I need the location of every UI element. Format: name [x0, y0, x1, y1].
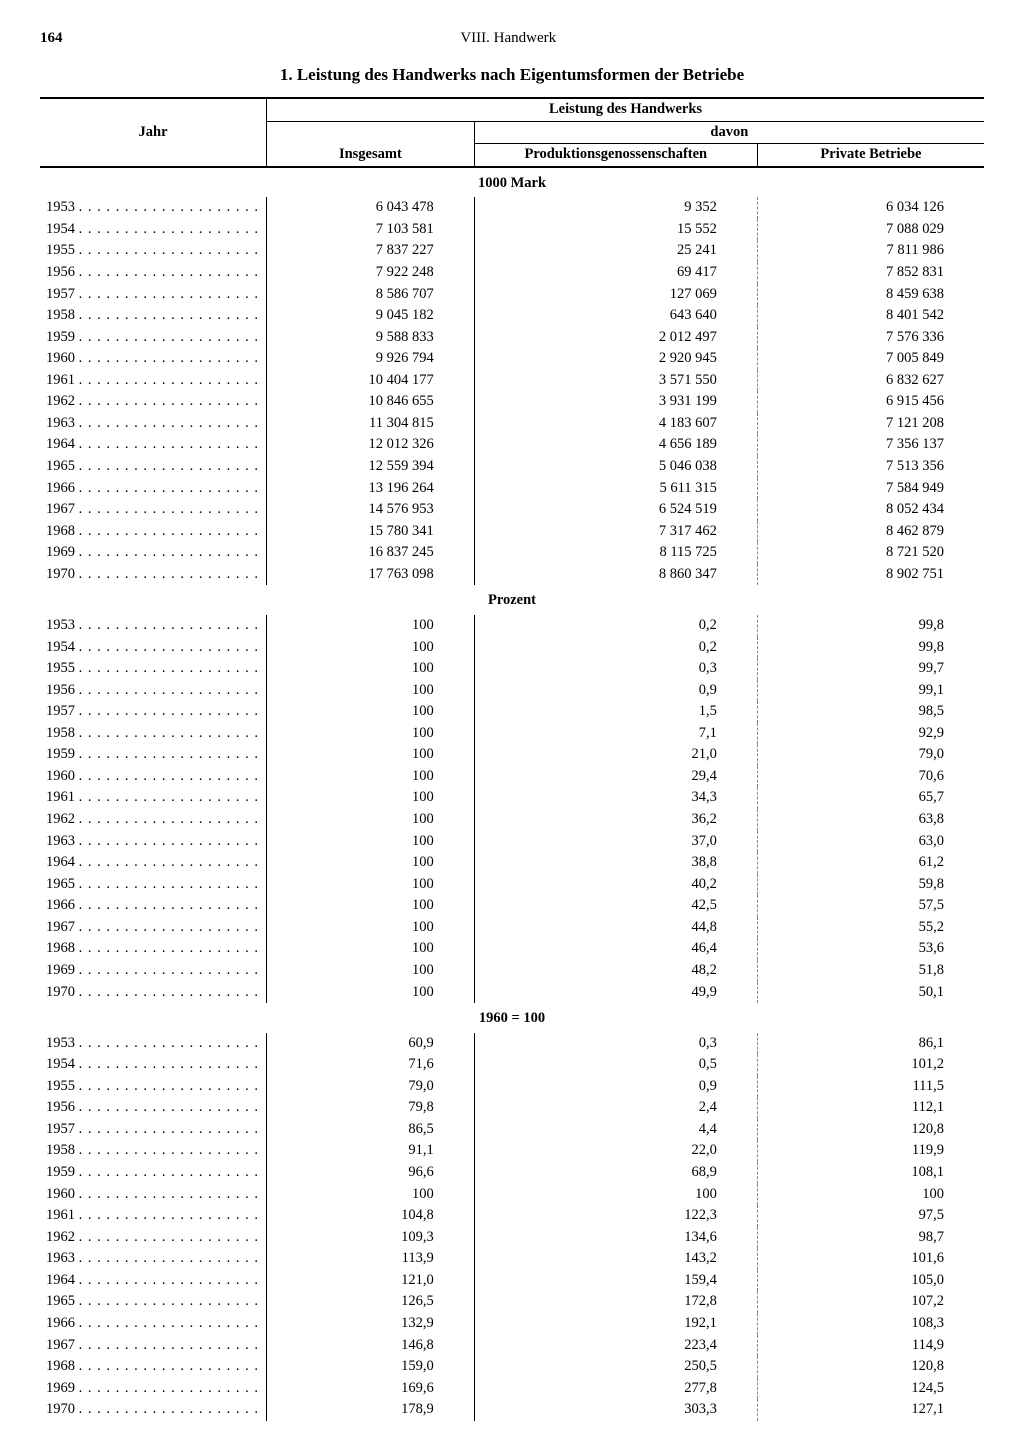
table-row: 1958 . . . . . . . . . . . . . . . . . .… [40, 1140, 984, 1162]
table-row: 1969 . . . . . . . . . . . . . . . . . .… [40, 542, 984, 564]
table-row: 1960 . . . . . . . . . . . . . . . . . .… [40, 766, 984, 788]
header-priv: Private Betriebe [757, 144, 984, 166]
table-row: 1970 . . . . . . . . . . . . . . . . . .… [40, 982, 984, 1004]
page-number: 164 [40, 30, 63, 47]
main-table: Jahr Leistung des Handwerks Insgesamt da… [40, 99, 984, 1421]
table-row: 1964 . . . . . . . . . . . . . . . . . .… [40, 1270, 984, 1292]
section-heading: 1000 Mark [40, 168, 984, 198]
table-row: 1966 . . . . . . . . . . . . . . . . . .… [40, 895, 984, 917]
table-row: 1960 . . . . . . . . . . . . . . . . . .… [40, 1184, 984, 1206]
table-row: 1954 . . . . . . . . . . . . . . . . . .… [40, 637, 984, 659]
table-row: 1966 . . . . . . . . . . . . . . . . . .… [40, 478, 984, 500]
header-davon: davon [474, 121, 984, 144]
table-row: 1955 . . . . . . . . . . . . . . . . . .… [40, 658, 984, 680]
table-title: 1. Leistung des Handwerks nach Eigentums… [40, 65, 984, 85]
table-row: 1965 . . . . . . . . . . . . . . . . . .… [40, 456, 984, 478]
table-row: 1953 . . . . . . . . . . . . . . . . . .… [40, 615, 984, 637]
header-leistung: Leistung des Handwerks [267, 99, 984, 121]
table-row: 1958 . . . . . . . . . . . . . . . . . .… [40, 723, 984, 745]
table-row: 1963 . . . . . . . . . . . . . . . . . .… [40, 1248, 984, 1270]
table-row: 1957 . . . . . . . . . . . . . . . . . .… [40, 284, 984, 306]
table-row: 1966 . . . . . . . . . . . . . . . . . .… [40, 1313, 984, 1335]
table-row: 1956 . . . . . . . . . . . . . . . . . .… [40, 680, 984, 702]
table-row: 1970 . . . . . . . . . . . . . . . . . .… [40, 564, 984, 586]
table-row: 1968 . . . . . . . . . . . . . . . . . .… [40, 938, 984, 960]
table-row: 1965 . . . . . . . . . . . . . . . . . .… [40, 874, 984, 896]
table-row: 1964 . . . . . . . . . . . . . . . . . .… [40, 434, 984, 456]
header-prod: Produktionsgenossenschaften [474, 144, 757, 166]
table-row: 1963 . . . . . . . . . . . . . . . . . .… [40, 831, 984, 853]
table-row: 1969 . . . . . . . . . . . . . . . . . .… [40, 960, 984, 982]
table-row: 1953 . . . . . . . . . . . . . . . . . .… [40, 1033, 984, 1055]
table-row: 1954 . . . . . . . . . . . . . . . . . .… [40, 1054, 984, 1076]
table-row: 1955 . . . . . . . . . . . . . . . . . .… [40, 240, 984, 262]
table-row: 1960 . . . . . . . . . . . . . . . . . .… [40, 348, 984, 370]
table-row: 1967 . . . . . . . . . . . . . . . . . .… [40, 1335, 984, 1357]
table-row: 1959 . . . . . . . . . . . . . . . . . .… [40, 744, 984, 766]
table-row: 1954 . . . . . . . . . . . . . . . . . .… [40, 219, 984, 241]
table-row: 1956 . . . . . . . . . . . . . . . . . .… [40, 262, 984, 284]
table-row: 1968 . . . . . . . . . . . . . . . . . .… [40, 521, 984, 543]
header-insgesamt: Insgesamt [267, 121, 475, 166]
table-row: 1970 . . . . . . . . . . . . . . . . . .… [40, 1399, 984, 1421]
table-row: 1961 . . . . . . . . . . . . . . . . . .… [40, 370, 984, 392]
table-row: 1965 . . . . . . . . . . . . . . . . . .… [40, 1291, 984, 1313]
table-row: 1962 . . . . . . . . . . . . . . . . . .… [40, 391, 984, 413]
table-row: 1957 . . . . . . . . . . . . . . . . . .… [40, 1119, 984, 1141]
table-row: 1961 . . . . . . . . . . . . . . . . . .… [40, 1205, 984, 1227]
table-row: 1956 . . . . . . . . . . . . . . . . . .… [40, 1097, 984, 1119]
table-row: 1963 . . . . . . . . . . . . . . . . . .… [40, 413, 984, 435]
header-year: Jahr [40, 99, 267, 166]
table-row: 1957 . . . . . . . . . . . . . . . . . .… [40, 701, 984, 723]
table-row: 1955 . . . . . . . . . . . . . . . . . .… [40, 1076, 984, 1098]
table-row: 1959 . . . . . . . . . . . . . . . . . .… [40, 1162, 984, 1184]
table-row: 1967 . . . . . . . . . . . . . . . . . .… [40, 499, 984, 521]
table-row: 1968 . . . . . . . . . . . . . . . . . .… [40, 1356, 984, 1378]
table-row: 1962 . . . . . . . . . . . . . . . . . .… [40, 1227, 984, 1249]
section-heading: 1960 = 100 [40, 1003, 984, 1033]
table-row: 1959 . . . . . . . . . . . . . . . . . .… [40, 327, 984, 349]
table-row: 1964 . . . . . . . . . . . . . . . . . .… [40, 852, 984, 874]
table-row: 1953 . . . . . . . . . . . . . . . . . .… [40, 197, 984, 219]
table-row: 1967 . . . . . . . . . . . . . . . . . .… [40, 917, 984, 939]
chapter-title: VIII. Handwerk [63, 30, 955, 47]
table-row: 1958 . . . . . . . . . . . . . . . . . .… [40, 305, 984, 327]
section-heading: Prozent [40, 585, 984, 615]
table-row: 1961 . . . . . . . . . . . . . . . . . .… [40, 787, 984, 809]
table-row: 1962 . . . . . . . . . . . . . . . . . .… [40, 809, 984, 831]
table-row: 1969 . . . . . . . . . . . . . . . . . .… [40, 1378, 984, 1400]
